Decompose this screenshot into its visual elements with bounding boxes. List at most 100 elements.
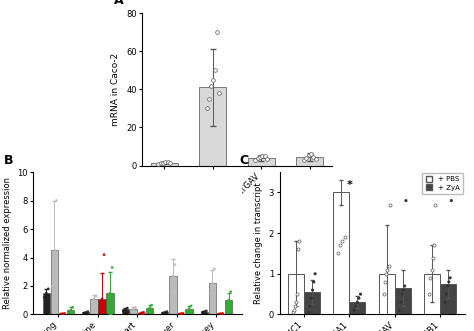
Point xyxy=(293,292,301,297)
Bar xyxy=(82,312,90,314)
Y-axis label: Relative normalized expression: Relative normalized expression xyxy=(2,177,11,309)
Point xyxy=(84,309,91,314)
Bar xyxy=(151,163,178,166)
Point xyxy=(159,310,166,316)
Point xyxy=(337,243,344,248)
Bar xyxy=(225,300,232,314)
Point xyxy=(209,280,216,286)
Point xyxy=(67,307,74,313)
Point xyxy=(106,291,114,296)
Point xyxy=(309,287,316,293)
Point xyxy=(355,296,363,301)
Point xyxy=(380,292,387,297)
Text: C: C xyxy=(239,154,248,166)
Bar xyxy=(43,293,50,314)
Point xyxy=(98,296,106,302)
Point xyxy=(292,300,300,305)
Point xyxy=(428,267,436,272)
Point xyxy=(383,271,390,276)
Point xyxy=(49,283,56,289)
Point xyxy=(427,275,434,280)
Point xyxy=(129,306,137,311)
Bar xyxy=(379,274,395,314)
Point xyxy=(289,310,297,315)
Point xyxy=(138,310,146,316)
Point xyxy=(397,300,405,305)
Point xyxy=(305,310,312,315)
Point xyxy=(264,156,271,162)
Y-axis label: mRNA in Caco-2: mRNA in Caco-2 xyxy=(111,53,120,126)
Point xyxy=(381,279,389,285)
Point xyxy=(305,152,312,158)
Point xyxy=(444,283,451,289)
Bar xyxy=(122,309,129,314)
Point xyxy=(350,308,358,313)
Point xyxy=(291,304,299,309)
Point xyxy=(442,292,450,297)
Point xyxy=(157,161,164,166)
Point xyxy=(148,303,155,308)
Point xyxy=(104,307,112,313)
Bar xyxy=(169,276,176,314)
Point xyxy=(164,159,172,165)
Point xyxy=(308,296,315,301)
Bar xyxy=(107,293,114,314)
Bar xyxy=(201,311,208,314)
Point xyxy=(256,154,264,160)
Bar xyxy=(296,157,323,166)
Point xyxy=(155,161,162,166)
Bar xyxy=(248,158,274,166)
Text: B: B xyxy=(4,154,13,166)
Point xyxy=(215,311,222,317)
Bar xyxy=(424,274,440,314)
Point xyxy=(294,247,302,252)
Point xyxy=(132,305,139,310)
Legend: + PBS, + ZyA: + PBS, + ZyA xyxy=(422,173,463,194)
Bar xyxy=(99,299,106,314)
Text: A: A xyxy=(114,0,123,7)
Point xyxy=(254,155,262,161)
Point xyxy=(312,156,319,162)
Point xyxy=(40,295,48,300)
Bar xyxy=(67,310,74,314)
Bar xyxy=(304,292,320,314)
Bar xyxy=(90,299,98,314)
Bar xyxy=(288,274,304,314)
Point xyxy=(219,311,226,316)
Point xyxy=(92,293,100,299)
Bar xyxy=(334,192,349,314)
Point xyxy=(185,306,193,311)
Point xyxy=(310,154,317,160)
Point xyxy=(441,300,449,305)
Point xyxy=(341,235,348,240)
Point xyxy=(213,30,220,35)
Point xyxy=(82,310,90,315)
Point xyxy=(177,311,185,316)
Bar xyxy=(440,284,456,314)
Point xyxy=(124,306,131,311)
Point xyxy=(429,255,437,260)
Point xyxy=(447,275,454,280)
Point xyxy=(398,292,406,297)
Point xyxy=(203,106,210,111)
Point xyxy=(59,311,66,316)
Point xyxy=(396,308,403,313)
Point xyxy=(311,271,319,276)
Point xyxy=(109,265,116,270)
Point xyxy=(205,96,213,102)
Point xyxy=(352,304,360,309)
Point xyxy=(119,308,127,313)
Point xyxy=(69,305,76,310)
Point xyxy=(445,279,453,285)
Point xyxy=(50,258,57,263)
Legend: PLXNC1, ITGB1, ITGAV, ITGA1: PLXNC1, ITGB1, ITGAV, ITGA1 xyxy=(292,173,338,210)
Bar xyxy=(200,87,226,166)
Bar xyxy=(185,309,193,314)
Point xyxy=(90,296,98,302)
Point xyxy=(207,83,215,88)
Point xyxy=(447,198,455,203)
Point xyxy=(65,310,73,316)
Point xyxy=(169,273,177,279)
Point xyxy=(383,267,391,272)
Point xyxy=(259,154,266,159)
